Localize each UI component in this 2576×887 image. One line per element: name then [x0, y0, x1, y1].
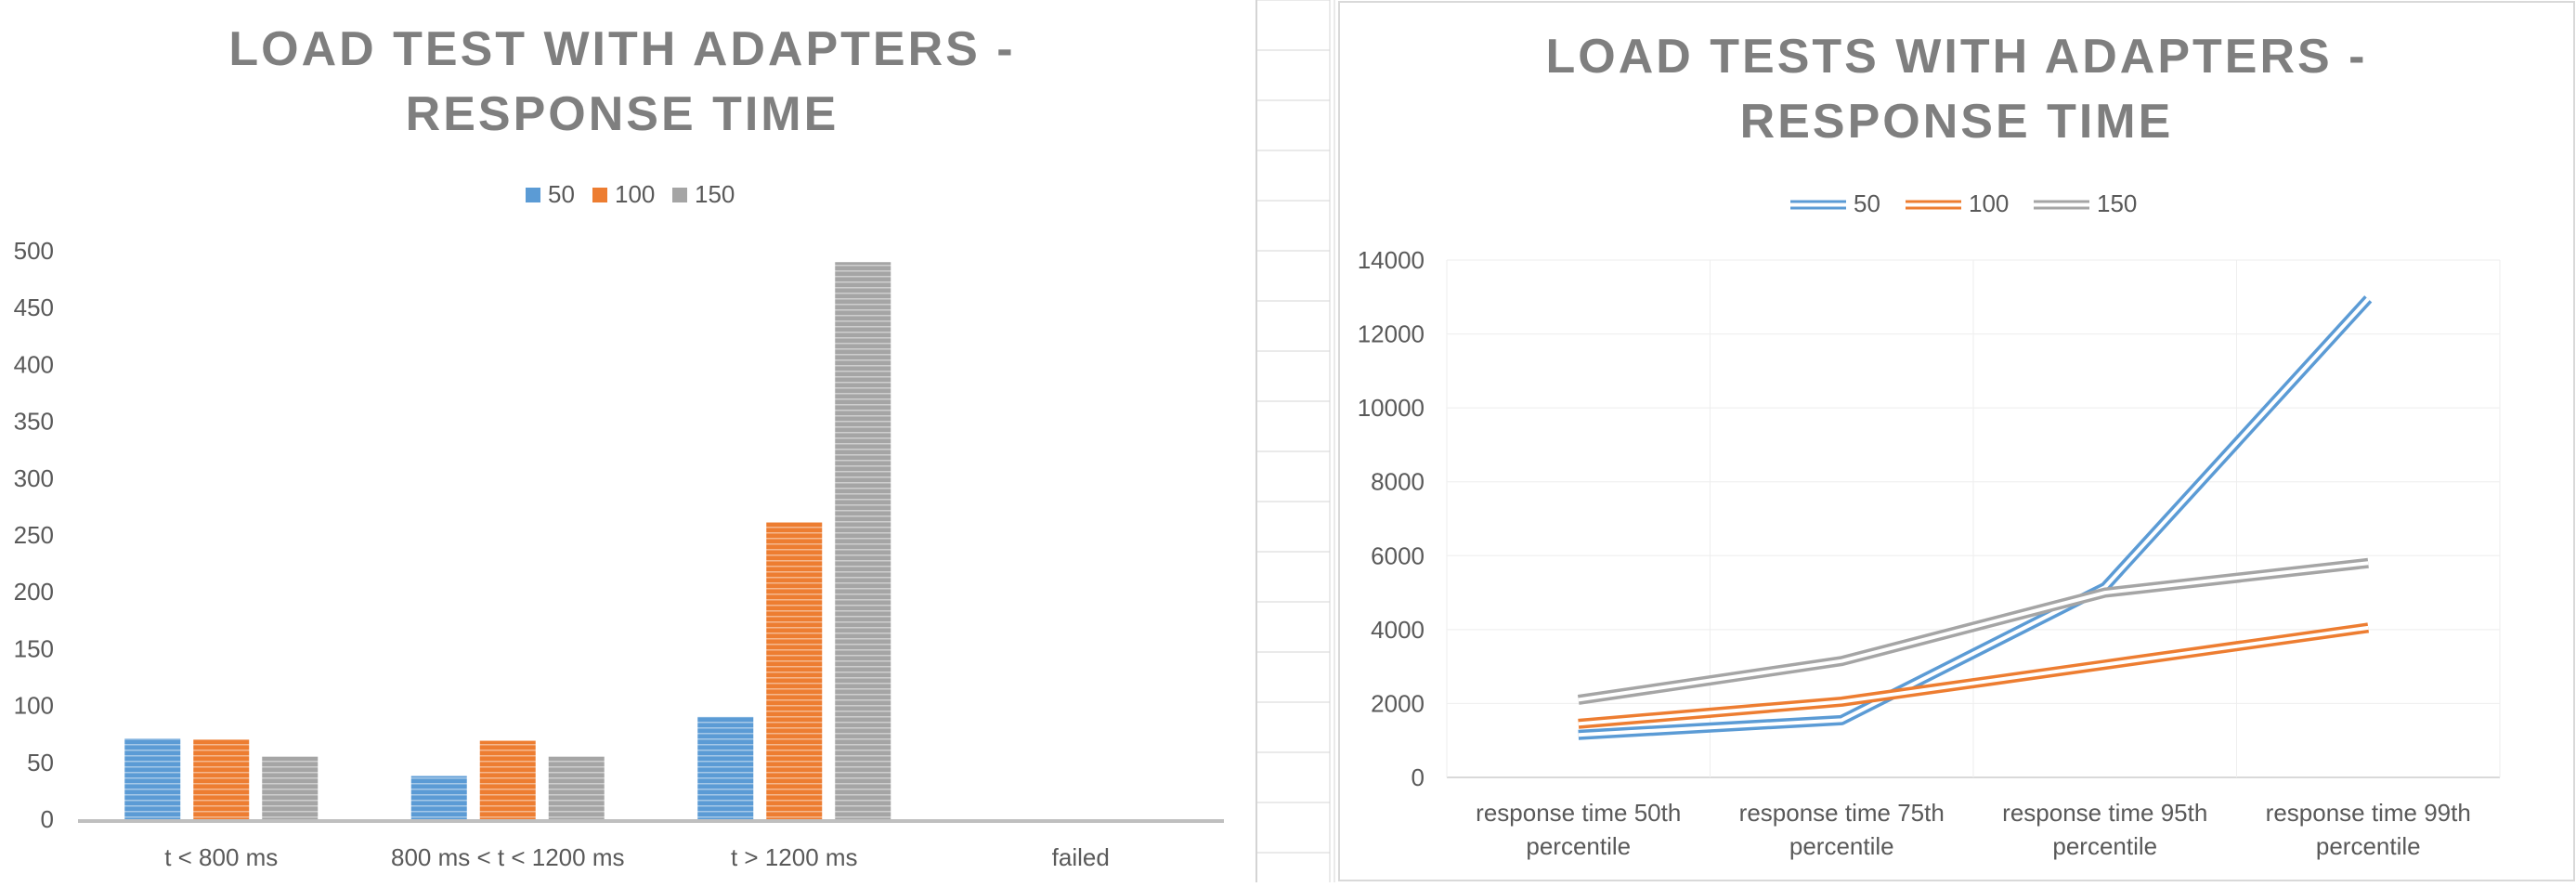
y-tick-label: 14000 [1358, 246, 1425, 274]
y-tick-label: 50 [27, 749, 54, 776]
y-tick-label: 6000 [1371, 541, 1425, 569]
legend-item-150: 150 [672, 180, 735, 208]
y-tick-label: 200 [14, 578, 54, 606]
y-tick-label: 0 [1412, 763, 1425, 791]
bar-50-2 [697, 717, 753, 819]
y-tick-label: 8000 [1371, 468, 1425, 496]
y-tick-label: 500 [14, 237, 54, 265]
legend-swatch [592, 188, 607, 202]
bar-chart: LOAD TEST WITH ADAPTERS - RESPONSE TIME … [0, 0, 1254, 882]
legend-label: 50 [1854, 189, 1880, 217]
x-tick-label: failed [1052, 843, 1110, 871]
y-tick-label: 400 [14, 350, 54, 378]
bar-50-1 [411, 776, 467, 819]
y-tick-label: 350 [14, 408, 54, 436]
chart-title-line1: LOAD TESTS WITH ADAPTERS - [1546, 30, 2368, 84]
y-tick-label: 10000 [1358, 394, 1425, 422]
legend-label: 100 [615, 180, 655, 208]
y-tick-label: 4000 [1371, 616, 1425, 644]
chart-title-line2: RESPONSE TIME [1740, 95, 2174, 149]
bar-100-0 [193, 739, 249, 819]
legend-swatch [672, 188, 687, 202]
line-chart: LOAD TESTS WITH ADAPTERS - RESPONSE TIME… [1255, 0, 2576, 882]
legend-item-100: 100 [592, 180, 655, 208]
y-tick-label: 12000 [1358, 320, 1425, 348]
chart-title-line1: LOAD TEST WITH ADAPTERS - [228, 22, 1015, 76]
legend-item-50: 50 [526, 180, 575, 208]
legend-swatch [526, 188, 540, 202]
legend-label: 50 [548, 180, 575, 208]
legend: 50 100 150 [526, 180, 735, 208]
bar-50-0 [124, 738, 180, 819]
legend-label: 150 [695, 180, 735, 208]
bar-100-1 [480, 741, 536, 819]
x-tick-label: t < 800 ms [164, 843, 278, 871]
y-tick-label: 450 [14, 293, 54, 321]
bar-100-2 [766, 523, 822, 819]
legend-label: 100 [1969, 189, 2009, 217]
legend-label: 150 [2097, 189, 2137, 217]
y-tick-label: 2000 [1371, 689, 1425, 717]
bar-150-2 [835, 262, 891, 819]
chart-title-line2: RESPONSE TIME [406, 87, 839, 141]
x-axis: t < 800 ms 800 ms < t < 1200 ms t > 1200 m… [78, 821, 1224, 871]
bar-150-0 [262, 757, 318, 819]
y-axis: 0 50 100 150 200 250 300 350 400 450 500 [14, 237, 54, 833]
y-tick-label: 300 [14, 464, 54, 492]
y-tick-label: 0 [41, 805, 54, 833]
x-tick-label: 800 ms < t < 1200 ms [391, 843, 624, 871]
y-tick-label: 150 [14, 634, 54, 662]
bar-chart-panel: LOAD TEST WITH ADAPTERS - RESPONSE TIME … [0, 0, 1254, 882]
y-tick-label: 250 [14, 521, 54, 549]
bar-150-1 [549, 757, 605, 819]
line-chart-panel: LOAD TESTS WITH ADAPTERS - RESPONSE TIME… [1255, 0, 2576, 882]
plot-area [124, 262, 891, 819]
y-tick-label: 100 [14, 692, 54, 720]
x-tick-label: t > 1200 ms [731, 843, 858, 871]
